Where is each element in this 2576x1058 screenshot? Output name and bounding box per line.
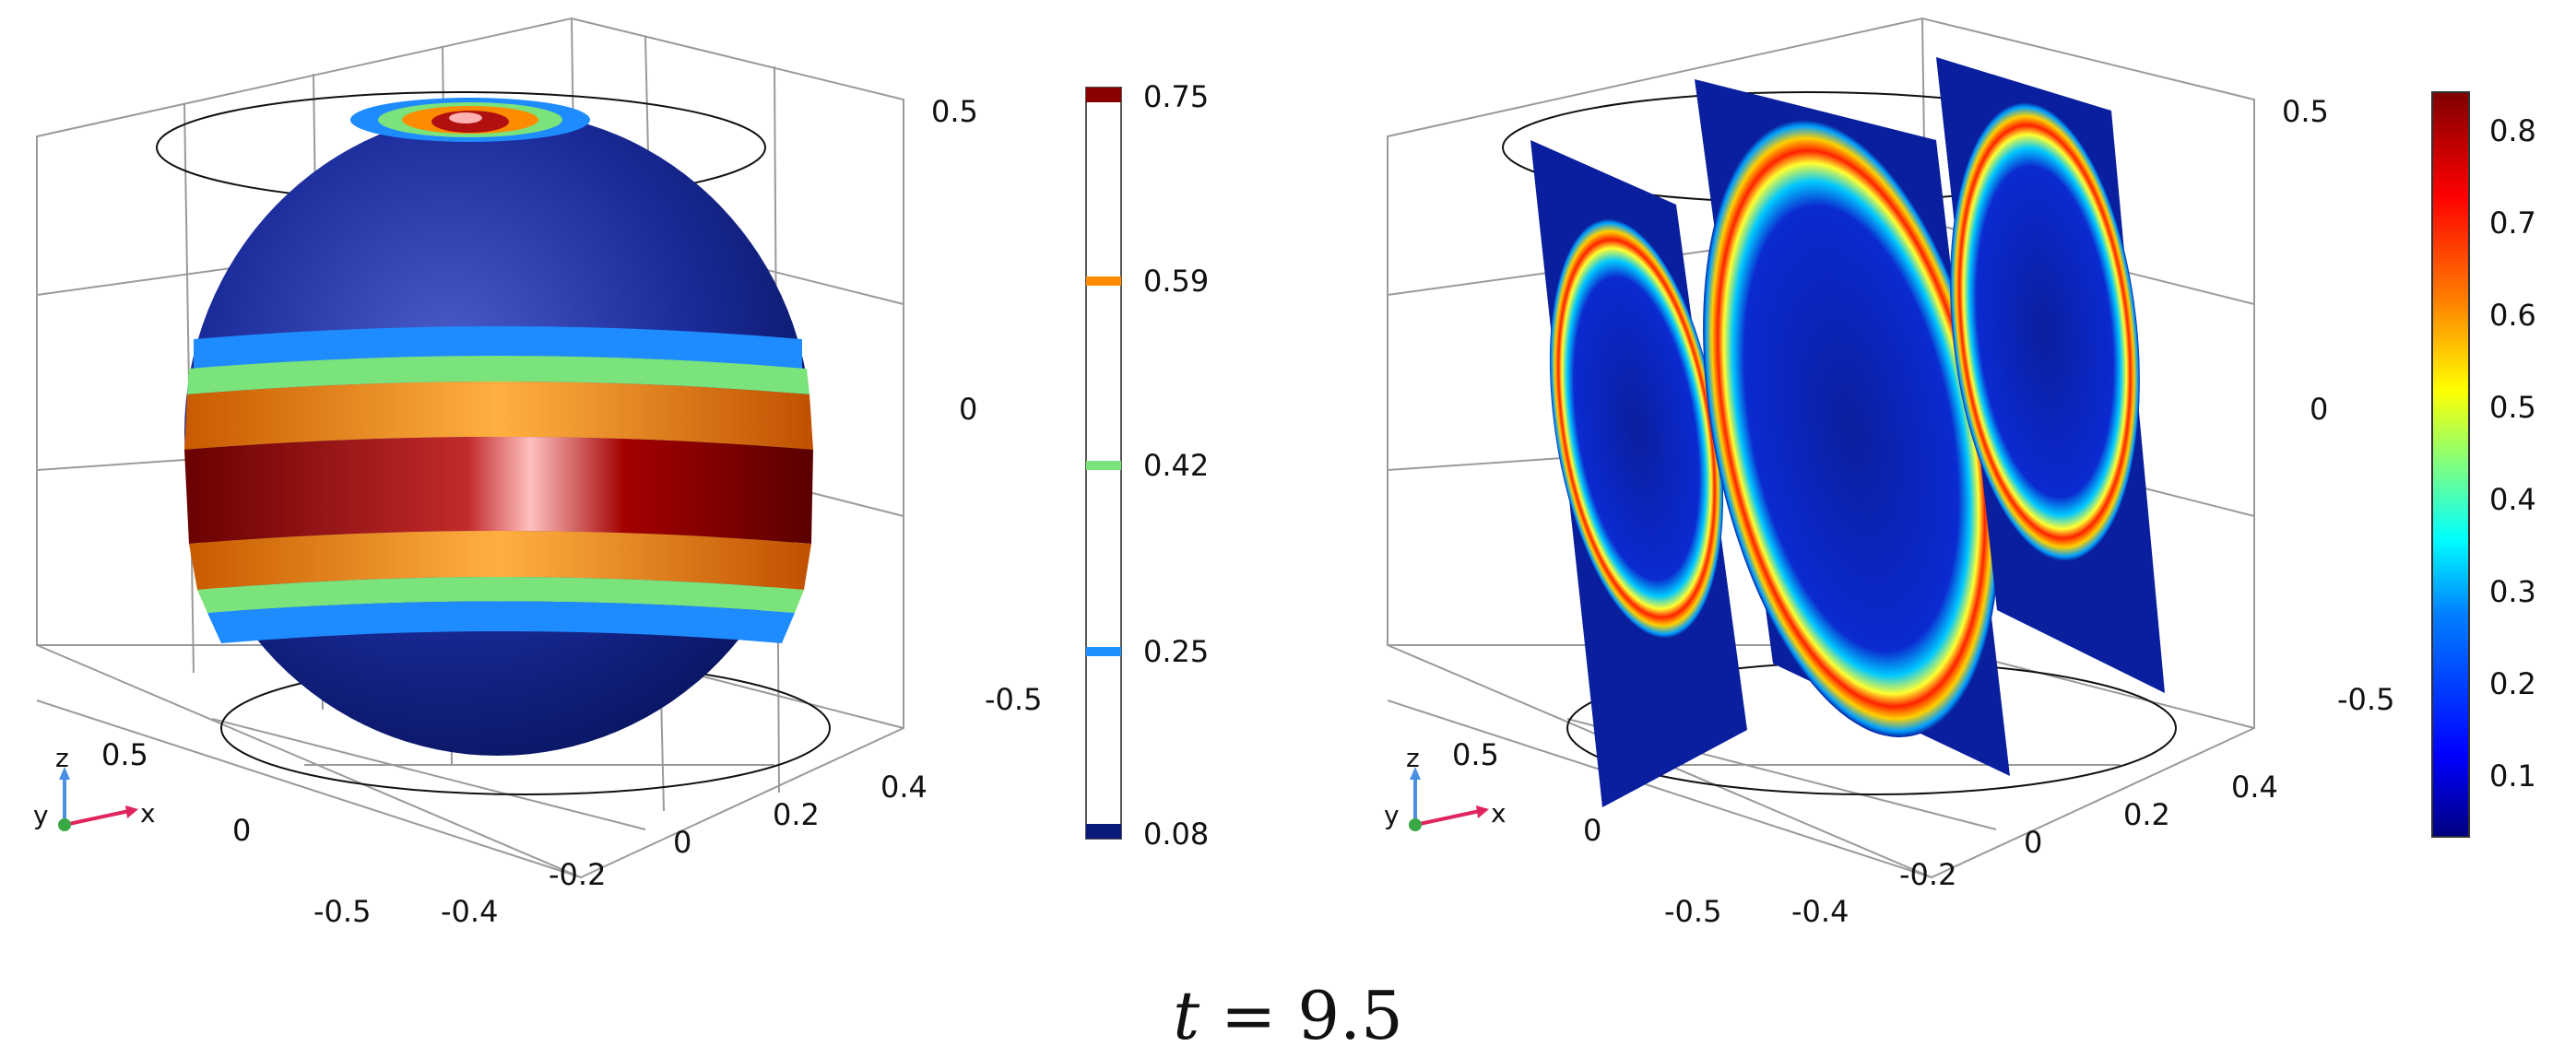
time-caption: t = 9.5 bbox=[0, 977, 2576, 1054]
right-x-tick-3: 0.2 bbox=[2123, 797, 2170, 832]
left-cbar-tick-2: 0.42 bbox=[1143, 448, 1209, 483]
right-panel: 0.5 0 -0.5 -0.4 -0.2 0 0.2 0.4 0.5 0 -0.… bbox=[1384, 17, 2536, 929]
left-cbar-tick-1: 0.59 bbox=[1143, 264, 1209, 299]
slice-right bbox=[1936, 57, 2165, 693]
right-axis-x-label: x bbox=[1491, 798, 1507, 829]
left-axis-y-label: y bbox=[33, 800, 49, 830]
caption-variable: t bbox=[1173, 977, 1200, 1054]
right-axis-triad: z y x bbox=[1384, 743, 1507, 831]
left-z-tick-2: -0.5 bbox=[985, 682, 1042, 717]
right-x-tick-4: 0.4 bbox=[2231, 770, 2278, 805]
left-cbar-tick-3: 0.25 bbox=[1143, 634, 1209, 669]
band-blue-bottom bbox=[207, 601, 795, 643]
right-y-tick-2: -0.5 bbox=[1664, 894, 1721, 929]
right-axis-y-label: y bbox=[1384, 800, 1400, 830]
right-x-tick-2: 0 bbox=[2024, 825, 2042, 860]
right-cbar-tick-5: 0.3 bbox=[2489, 574, 2536, 609]
right-axis-z-label: z bbox=[1406, 743, 1420, 773]
right-y-tick-0: 0.5 bbox=[1452, 737, 1499, 772]
left-panel: 0.5 0 -0.5 -0.4 -0.2 0 0.2 0.4 0.5 0 -0.… bbox=[33, 17, 1209, 929]
left-axis-x-label: x bbox=[140, 798, 156, 829]
left-axis-z-label: z bbox=[55, 743, 69, 773]
left-x-tick-4: 0.4 bbox=[880, 770, 928, 805]
left-z-tick-0: 0.5 bbox=[931, 94, 978, 129]
left-x-tick-2: 0 bbox=[673, 825, 691, 860]
caption-equals: = bbox=[1221, 977, 1277, 1054]
band-orange-top bbox=[184, 382, 813, 450]
band-blue-top bbox=[194, 326, 802, 369]
left-colorbar: 0.75 0.59 0.42 0.25 0.08 bbox=[1085, 79, 1209, 852]
isosurface-sphere bbox=[184, 98, 813, 756]
slice-middle bbox=[1695, 79, 2010, 776]
right-colorbar: 0.8 0.7 0.6 0.5 0.4 0.3 0.2 0.1 bbox=[2431, 91, 2536, 838]
right-y-tick-1: 0 bbox=[1583, 813, 1601, 848]
left-cbar-tick-4: 0.08 bbox=[1143, 817, 1209, 852]
caption-value: 9.5 bbox=[1297, 977, 1403, 1054]
right-cbar-tick-6: 0.2 bbox=[2489, 666, 2536, 701]
left-z-tick-1: 0 bbox=[959, 392, 977, 427]
right-cbar-tick-1: 0.7 bbox=[2489, 206, 2536, 241]
band-green-bottom bbox=[197, 577, 804, 613]
right-cbar-tick-7: 0.1 bbox=[2489, 758, 2536, 794]
left-x-tick-3: 0.2 bbox=[773, 797, 820, 832]
right-cbar-tick-3: 0.5 bbox=[2489, 390, 2536, 425]
left-x-tick-0: -0.4 bbox=[441, 894, 498, 929]
right-z-tick-0: 0.5 bbox=[2282, 94, 2329, 129]
left-y-tick-2: -0.5 bbox=[313, 894, 371, 929]
left-cbar-tick-0: 0.75 bbox=[1143, 79, 1209, 114]
band-red bbox=[184, 437, 813, 544]
left-axis-triad: z y x bbox=[33, 743, 156, 831]
left-y-tick-1: 0 bbox=[232, 813, 251, 848]
right-z-tick-2: -0.5 bbox=[2337, 682, 2394, 717]
band-orange-bottom bbox=[189, 531, 811, 590]
left-y-tick-0: 0.5 bbox=[101, 737, 148, 772]
right-cbar-tick-4: 0.4 bbox=[2489, 482, 2536, 517]
right-cbar-tick-2: 0.6 bbox=[2489, 298, 2536, 333]
slice-left bbox=[1530, 140, 1747, 807]
right-cbar-tick-0: 0.8 bbox=[2489, 113, 2536, 148]
left-x-tick-1: -0.2 bbox=[549, 857, 606, 892]
right-x-tick-1: -0.2 bbox=[1899, 857, 1956, 892]
band-green-top bbox=[187, 356, 809, 394]
right-x-tick-0: -0.4 bbox=[1791, 894, 1849, 929]
right-z-tick-1: 0 bbox=[2310, 392, 2328, 427]
